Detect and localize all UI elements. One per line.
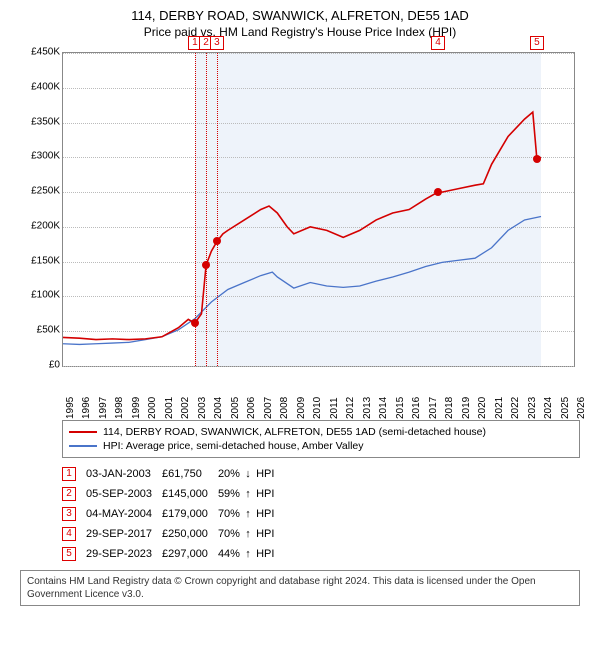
xtick-label: 2012 bbox=[345, 397, 356, 419]
xtick-label: 2010 bbox=[312, 397, 323, 419]
xtick-label: 2009 bbox=[296, 397, 307, 419]
xtick-label: 1997 bbox=[98, 397, 109, 419]
sale-row: 2 05-SEP-2003£145,00059% ↑ HPI bbox=[62, 484, 284, 504]
sale-row: 4 29-SEP-2017£250,00070% ↑ HPI bbox=[62, 524, 284, 544]
xtick-label: 1998 bbox=[114, 397, 125, 419]
sale-row: 1 03-JAN-2003£61,75020% ↓ HPI bbox=[62, 464, 284, 484]
sales-table: 1 03-JAN-2003£61,75020% ↓ HPI 2 05-SEP-2003… bbox=[62, 464, 284, 564]
xtick-label: 2016 bbox=[411, 397, 422, 419]
xtick-label: 2000 bbox=[147, 397, 158, 419]
xtick-label: 2020 bbox=[477, 397, 488, 419]
chart-svg bbox=[63, 53, 574, 366]
marker-3: 3 bbox=[210, 36, 224, 50]
xtick-label: 1996 bbox=[81, 397, 92, 419]
sale-date: 29-SEP-2023 bbox=[86, 544, 162, 564]
sale-date: 29-SEP-2017 bbox=[86, 524, 162, 544]
chart-box: 12345 £0 £50K £100K £150K £200K £250K £300K £35… bbox=[20, 47, 580, 412]
sale-dot bbox=[533, 155, 541, 163]
sale-num: 1 bbox=[62, 467, 76, 481]
xtick-label: 2017 bbox=[428, 397, 439, 419]
sale-num: 2 bbox=[62, 487, 76, 501]
sale-dot bbox=[213, 237, 221, 245]
ytick-label: £200K bbox=[20, 220, 60, 231]
sale-pct: 20% ↓ HPI bbox=[218, 464, 284, 484]
xtick-label: 2001 bbox=[164, 397, 175, 419]
marker-4: 4 bbox=[431, 36, 445, 50]
ytick-label: £350K bbox=[20, 116, 60, 127]
legend: 114, DERBY ROAD, SWANWICK, ALFRETON, DE5… bbox=[62, 420, 580, 458]
xtick-label: 2018 bbox=[444, 397, 455, 419]
sale-num: 5 bbox=[62, 547, 76, 561]
xtick-label: 2014 bbox=[378, 397, 389, 419]
sale-date: 05-SEP-2003 bbox=[86, 484, 162, 504]
xtick-label: 1999 bbox=[131, 397, 142, 419]
sale-num: 3 bbox=[62, 507, 76, 521]
sale-price: £61,750 bbox=[162, 464, 218, 484]
sale-date: 03-JAN-2003 bbox=[86, 464, 162, 484]
xtick-label: 1995 bbox=[65, 397, 76, 419]
ytick-label: £0 bbox=[20, 360, 60, 371]
sale-price: £145,000 bbox=[162, 484, 218, 504]
xtick-label: 2026 bbox=[576, 397, 587, 419]
ytick-label: £300K bbox=[20, 151, 60, 162]
xtick-label: 2022 bbox=[510, 397, 521, 419]
sale-pct: 70% ↑ HPI bbox=[218, 504, 284, 524]
sale-price: £250,000 bbox=[162, 524, 218, 544]
sale-num: 4 bbox=[62, 527, 76, 541]
sale-pct: 59% ↑ HPI bbox=[218, 484, 284, 504]
xtick-label: 2013 bbox=[362, 397, 373, 419]
sale-dot bbox=[434, 188, 442, 196]
xtick-label: 2002 bbox=[180, 397, 191, 419]
xtick-label: 2006 bbox=[246, 397, 257, 419]
ytick-label: £400K bbox=[20, 81, 60, 92]
ytick-label: £100K bbox=[20, 290, 60, 301]
sale-pct: 44% ↑ HPI bbox=[218, 544, 284, 564]
footer-attribution: Contains HM Land Registry data © Crown c… bbox=[20, 570, 580, 606]
sale-dot bbox=[202, 261, 210, 269]
legend-swatch-property bbox=[69, 431, 97, 433]
sale-row: 3 04-MAY-2004£179,00070% ↑ HPI bbox=[62, 504, 284, 524]
legend-swatch-hpi bbox=[69, 445, 97, 447]
xtick-label: 2024 bbox=[543, 397, 554, 419]
plot-area: 12345 bbox=[62, 52, 575, 367]
sale-price: £179,000 bbox=[162, 504, 218, 524]
xtick-label: 2023 bbox=[527, 397, 538, 419]
ytick-label: £450K bbox=[20, 47, 60, 58]
sale-price: £297,000 bbox=[162, 544, 218, 564]
legend-property: 114, DERBY ROAD, SWANWICK, ALFRETON, DE5… bbox=[69, 425, 573, 439]
xtick-label: 2004 bbox=[213, 397, 224, 419]
xtick-label: 2019 bbox=[461, 397, 472, 419]
marker-5: 5 bbox=[530, 36, 544, 50]
legend-label-property: 114, DERBY ROAD, SWANWICK, ALFRETON, DE5… bbox=[103, 426, 486, 438]
sale-row: 5 29-SEP-2023£297,00044% ↑ HPI bbox=[62, 544, 284, 564]
xtick-label: 2005 bbox=[230, 397, 241, 419]
xtick-label: 2003 bbox=[197, 397, 208, 419]
xtick-label: 2008 bbox=[279, 397, 290, 419]
sale-dot bbox=[191, 319, 199, 327]
chart-subtitle: Price paid vs. HM Land Registry's House … bbox=[10, 25, 590, 39]
xtick-label: 2011 bbox=[329, 397, 340, 419]
ytick-label: £150K bbox=[20, 255, 60, 266]
xtick-label: 2015 bbox=[395, 397, 406, 419]
sale-pct: 70% ↑ HPI bbox=[218, 524, 284, 544]
legend-label-hpi: HPI: Average price, semi-detached house,… bbox=[103, 440, 364, 452]
ytick-label: £50K bbox=[20, 325, 60, 336]
sale-date: 04-MAY-2004 bbox=[86, 504, 162, 524]
xtick-label: 2007 bbox=[263, 397, 274, 419]
chart-container: 114, DERBY ROAD, SWANWICK, ALFRETON, DE5… bbox=[0, 0, 600, 614]
ytick-label: £250K bbox=[20, 186, 60, 197]
legend-hpi: HPI: Average price, semi-detached house,… bbox=[69, 439, 573, 453]
xtick-label: 2021 bbox=[494, 397, 505, 419]
chart-title: 114, DERBY ROAD, SWANWICK, ALFRETON, DE5… bbox=[10, 8, 590, 23]
xtick-label: 2025 bbox=[560, 397, 571, 419]
